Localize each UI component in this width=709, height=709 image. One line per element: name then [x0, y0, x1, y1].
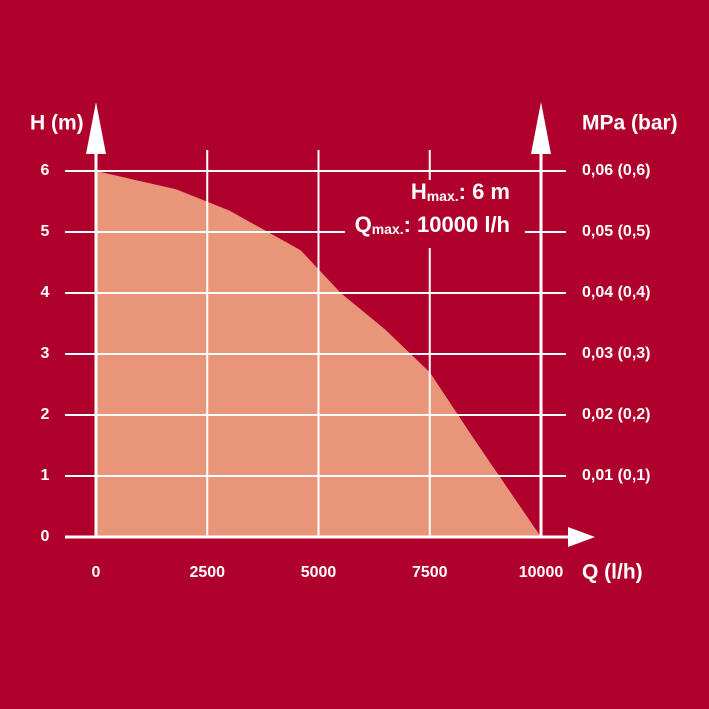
y-tick-label: 5 [41, 223, 50, 240]
annotation: Qmax.: 10000 l/h [355, 212, 510, 237]
x-axis-arrow [568, 527, 595, 547]
annotation-subscript: max. [427, 188, 459, 204]
x-tick-label: 10000 [519, 564, 564, 581]
annotation-symbol: Q [355, 212, 372, 237]
annotation-mask [345, 180, 525, 248]
y-tick-label: 4 [41, 284, 50, 301]
y-tick-label: 2 [41, 406, 50, 423]
annotation-text: : 6 m [459, 179, 510, 204]
annotation-text: : 10000 l/h [404, 212, 510, 237]
annotation-subscript: max. [372, 221, 404, 237]
x-tick-label: 7500 [412, 564, 448, 581]
annotation: Hmax.: 6 m [411, 179, 510, 204]
annotation-symbol: H [411, 179, 427, 204]
y-tick-label: 6 [41, 162, 50, 179]
y2-tick-label: 0,06 (0,6) [582, 162, 650, 179]
y-axis-arrow [86, 102, 106, 154]
x-axis-title: Q (l/h) [582, 561, 643, 584]
y-tick-label: 0 [41, 528, 50, 545]
y2-tick-label: 0,05 (0,5) [582, 223, 650, 240]
y2-axis-title: MPa (bar) [582, 112, 678, 135]
y-tick-label: 1 [41, 467, 50, 484]
x-tick-label: 5000 [301, 564, 337, 581]
x-tick-label: 2500 [189, 564, 225, 581]
y-axis-title: H (m) [30, 112, 84, 135]
x-tick-label: 0 [92, 564, 101, 581]
y2-tick-label: 0,01 (0,1) [582, 467, 650, 484]
y2-tick-label: 0,03 (0,3) [582, 345, 650, 362]
y-tick-label: 3 [41, 345, 50, 362]
y2-tick-label: 0,02 (0,2) [582, 406, 650, 423]
y2-axis-arrow [531, 102, 551, 154]
y2-tick-label: 0,04 (0,4) [582, 284, 650, 301]
